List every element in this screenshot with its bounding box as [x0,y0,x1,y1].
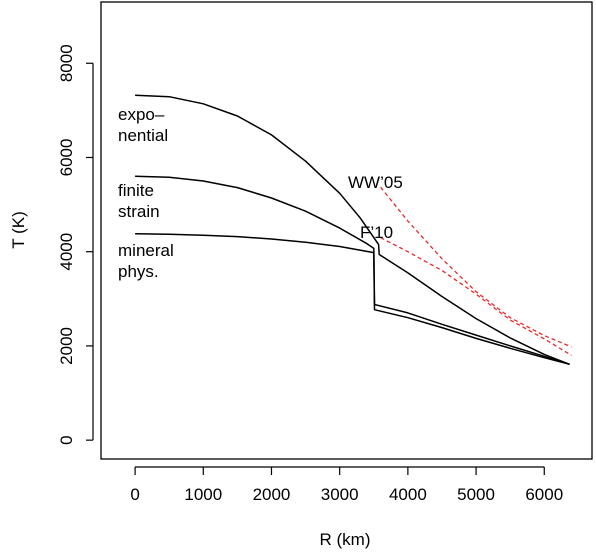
series-line-3 [380,186,572,348]
x-tick-label: 0 [130,485,139,504]
curve-label-line: phys. [118,262,159,281]
series-line-4 [380,237,572,356]
series-layer [135,94,572,366]
curve-label-line: expo– [118,105,165,124]
x-tick-label: 5000 [457,485,495,504]
x-tick-label: 1000 [184,485,222,504]
series-line-0 [135,94,570,365]
y-axis-title: T (K) [9,211,28,248]
curve-label-2: mineral phys. [118,241,174,281]
plot-frame [100,1,593,460]
x-axis-title: R (km) [320,530,371,549]
curve-label-line: nential [118,126,168,145]
curve-label-line: strain [118,202,160,221]
curve-label-line: WW’05 [348,173,403,192]
x-tick-label: 4000 [389,485,427,504]
curve-label-1: finite strain [118,181,160,221]
y-tick-label: 2000 [57,327,76,365]
series-line-2 [135,233,570,366]
curve-label-3: WW’05 [348,173,403,192]
curve-label-line: F’10 [360,223,393,242]
y-tick-label: 8000 [57,44,76,82]
y-tick-label: 4000 [57,233,76,271]
y-axis: 0 2000 4000 6000 8000 [57,44,94,445]
curve-label-0: expo– nential [118,105,168,145]
curve-label-line: mineral [118,241,174,260]
series-line-1 [135,175,570,366]
y-tick-label: 6000 [57,139,76,177]
curve-labels: expo– nential finite strain mineral phys. WW’0… [118,105,403,281]
x-axis: 0 1000 2000 3000 4000 5000 6000 [130,466,563,504]
curve-label-line: finite [118,181,154,200]
curve-label-4: F’10 [360,223,393,242]
x-tick-label: 2000 [253,485,291,504]
x-tick-label: 3000 [321,485,359,504]
x-tick-label: 6000 [525,485,563,504]
y-tick-label: 0 [57,435,76,444]
